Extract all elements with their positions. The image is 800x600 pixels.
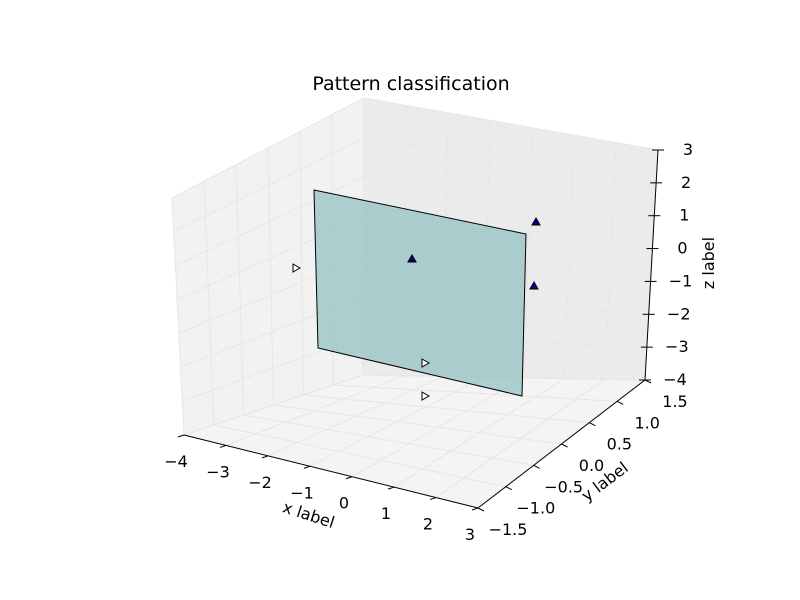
x-tick-label: −4 [164, 452, 188, 471]
data-points [292, 216, 541, 401]
tick-labels: −4 −3 −2 −1 0 1 2 3 −1.5 −1.0 −0.5 0.00.51.01.5 −4 −3… [164, 140, 693, 544]
back-pane-left [172, 98, 364, 435]
y-tick-label: −0.5 [544, 477, 583, 496]
y-grid-wall [203, 181, 215, 426]
y-tick-label: 1.5 [662, 392, 687, 411]
z-grid-right [363, 137, 657, 184]
z-axis-label: z label [699, 237, 718, 289]
y-tick [505, 486, 513, 491]
z-grid-left [171, 97, 365, 199]
y-grid-floor [273, 404, 562, 445]
z-grid-left [173, 137, 365, 233]
y-grid-wall [267, 147, 274, 406]
y-grid-wall [299, 131, 304, 396]
x-tick-label: 3 [465, 525, 475, 544]
x-tick [471, 507, 479, 511]
y-grid-floor [303, 394, 590, 424]
y-tick-label: −1.5 [489, 520, 528, 539]
x-axis-label: x label [280, 498, 337, 533]
chart-title: Pattern classification [312, 73, 509, 95]
y-grid-floor [243, 414, 534, 466]
y-tick [616, 400, 624, 405]
y-grid-floor [333, 384, 618, 402]
x-grid-back [563, 135, 575, 379]
class-b-point [292, 263, 302, 273]
z-tick-label: −1 [669, 271, 693, 290]
z-grid-right [363, 176, 655, 217]
x-tick [261, 455, 269, 459]
x-tick [177, 434, 185, 438]
class-b-point [421, 358, 431, 368]
y-tick-label: 0.5 [607, 435, 632, 454]
x-tick [345, 476, 353, 480]
x-tick-label: 2 [423, 515, 433, 534]
y-grid-wall [235, 164, 245, 416]
z-tick-label: 3 [683, 140, 693, 159]
y-tick-label: 0.0 [579, 456, 604, 475]
y-tick [589, 422, 596, 427]
x-tick [429, 497, 437, 501]
x-tick [303, 465, 311, 469]
y-tick [533, 464, 540, 469]
axes [177, 149, 664, 512]
x-grid-back [604, 142, 617, 380]
y-tick [477, 507, 485, 512]
z-tick-label: 0 [677, 239, 687, 258]
class-a-point [531, 216, 541, 226]
z-tick-label: −4 [663, 370, 687, 389]
z-tick-label: −3 [665, 337, 689, 356]
x-tick-label: 0 [339, 494, 349, 513]
y-tick-label: 1.0 [634, 413, 659, 432]
x-tick-label: −1 [290, 483, 314, 502]
x-tick [219, 444, 227, 448]
z-grid-left [183, 374, 364, 436]
y-tick [561, 443, 568, 448]
x-tick-label: −3 [206, 462, 230, 481]
x-tick-label: 1 [381, 504, 391, 523]
class-a-point [529, 280, 539, 290]
z-grid-right [363, 97, 659, 151]
z-tick-label: −2 [667, 304, 691, 323]
z-tick-label: 2 [681, 173, 691, 192]
x-tick [387, 486, 395, 490]
decision-plane [313, 189, 527, 397]
y-grid-wall [171, 197, 185, 436]
x-axis-line [183, 434, 479, 509]
y-grid-floor [213, 424, 506, 488]
z-axis-line [644, 149, 659, 381]
class-a-point [407, 253, 417, 263]
x-grid-back [523, 127, 533, 378]
class-b-point [421, 391, 431, 401]
x-tick-label: −2 [248, 473, 272, 492]
y-tick-label: −1.0 [516, 499, 555, 518]
z-tick-label: 1 [679, 206, 689, 225]
z-grid-left [175, 176, 364, 267]
